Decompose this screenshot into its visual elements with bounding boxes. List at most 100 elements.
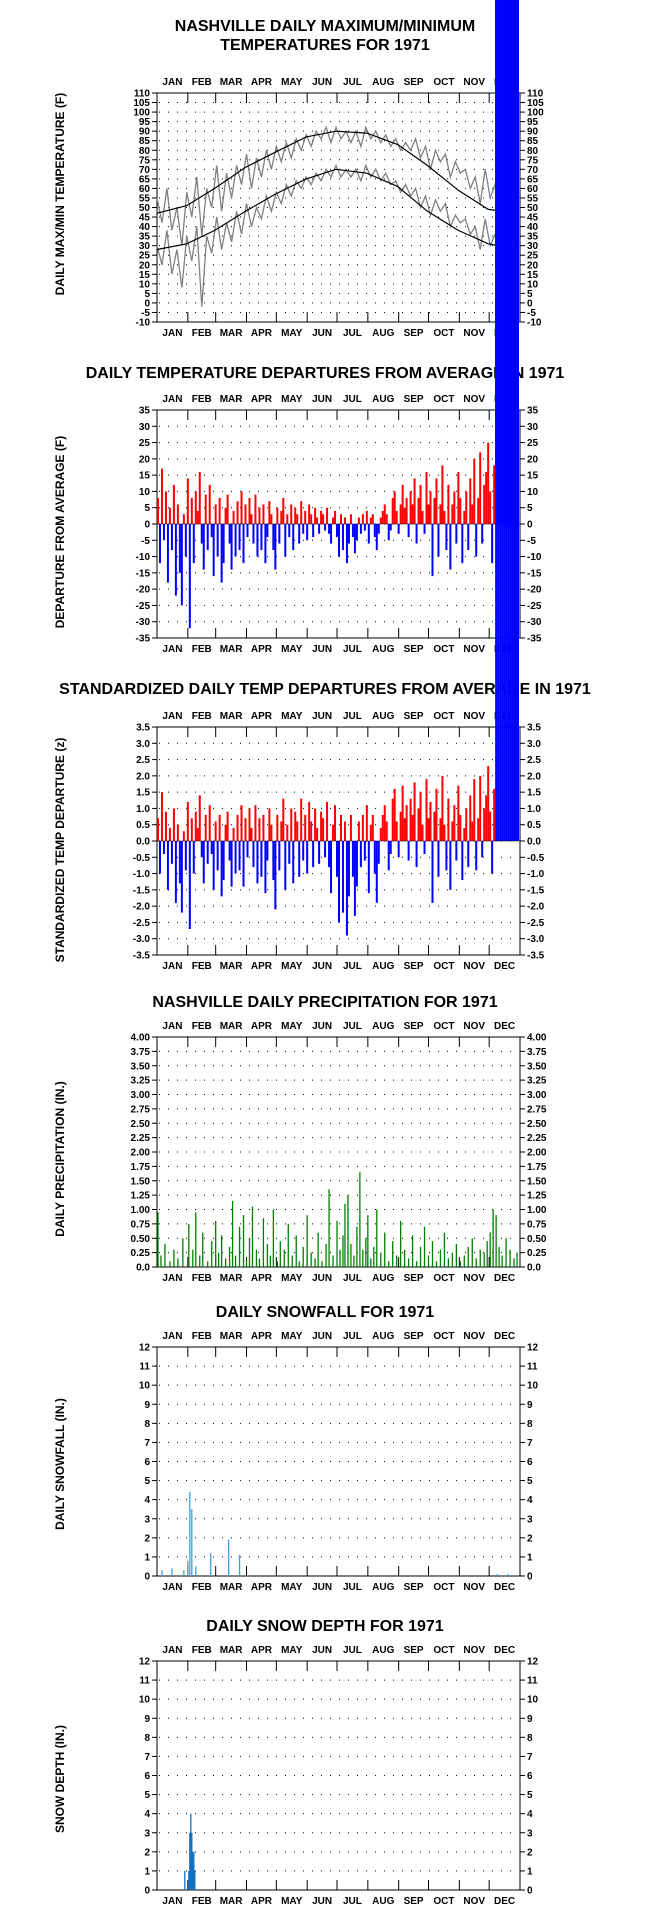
precip-y-tick-label-left: 0.0	[136, 1263, 150, 1274]
temps-y-tick-label-left: 75	[139, 155, 151, 166]
normal-min-line	[156, 168, 520, 251]
depth-month-label-bottom: OCT	[433, 1896, 454, 1907]
snowfall-y-tick-label-right: 10	[527, 1381, 539, 1392]
depth-month-label-bottom: JUL	[343, 1896, 362, 1907]
temps-y-tick-label-left: 20	[139, 260, 151, 271]
snowfall-month-label-top: NOV	[463, 1331, 485, 1342]
standardized-y-tick-label-left: -1.5	[133, 885, 151, 896]
snowfall-y-tick-label-left: 3	[144, 1514, 150, 1525]
depth-y-tick-label-right: 7	[527, 1752, 533, 1763]
temps-y-tick-label-left: 10	[139, 279, 151, 290]
precip-y-tick-label-left: 0.75	[131, 1219, 151, 1230]
temps-y-tick-label-right: 35	[527, 232, 539, 243]
departures-month-label-top: JAN	[162, 394, 182, 405]
temps-y-tick-label-right: 80	[527, 146, 539, 157]
snowfall-y-tick-label-right: 7	[527, 1438, 533, 1449]
temps-y-tick-label-right: 110	[527, 89, 544, 100]
depth-month-label-top: FEB	[192, 1645, 212, 1656]
temps-y-tick-label-left: 35	[139, 232, 151, 243]
precip-month-label-top: AUG	[372, 1021, 394, 1032]
snowfall-y-tick-label-left: 10	[139, 1381, 151, 1392]
precip-y-tick-label-right: 1.75	[527, 1162, 547, 1173]
depth-month-label-bottom: JUN	[312, 1896, 332, 1907]
temps-month-label-top: MAR	[220, 77, 244, 88]
snowfall-month-label-bottom: MAY	[281, 1582, 303, 1593]
temps-y-tick-label-left: -10	[136, 318, 151, 329]
temps-title-line1: NASHVILLE DAILY MAXIMUM/MINIMUM	[174, 18, 476, 35]
temps-month-label-top: JUL	[343, 77, 362, 88]
depth-y-tick-label-right: 1	[527, 1866, 533, 1877]
departures-month-label-bottom: JUL	[343, 644, 362, 655]
temps-y-tick-label-right: 95	[527, 117, 539, 128]
snowfall-month-label-bottom: MAR	[220, 1582, 244, 1593]
precip-month-label-bottom: JAN	[162, 1273, 182, 1284]
precip-y-tick-label-left: 2.50	[131, 1119, 151, 1130]
precip-month-label-bottom: MAR	[220, 1273, 244, 1284]
temps-title-line2: TEMPERATURES FOR 1971	[220, 37, 430, 54]
precip-y-tick-label-right: 0.75	[527, 1219, 547, 1230]
departures-y-tick-label-left: -5	[141, 536, 150, 547]
temps-y-tick-label-right: 60	[527, 184, 539, 195]
snowfall-month-label-top: MAR	[220, 1331, 244, 1342]
departures-y-tick-label-right: -5	[527, 536, 536, 547]
temps-month-label-bottom: NOV	[463, 328, 485, 339]
temps-month-label-bottom: MAY	[281, 328, 303, 339]
temps-month-label-top: SEP	[404, 77, 424, 88]
departures-month-label-bottom: OCT	[433, 644, 454, 655]
temps-y-tick-label-right: 10	[527, 279, 539, 290]
standardized-y-tick-label-right: 3.5	[527, 723, 541, 734]
precip-month-label-top: MAR	[220, 1021, 244, 1032]
departures-y-tick-label-left: 20	[139, 454, 151, 465]
standardized-y-tick-label-right: 2.0	[527, 771, 541, 782]
standardized-month-label-bottom: JUL	[343, 961, 362, 972]
depth-y-tick-label-left: 4	[144, 1809, 150, 1820]
temps-chart: JAN JAN FEB FEB MAR MAR APR APR MAY MAY JUN JUN JUL J…	[133, 77, 544, 339]
departures-y-tick-label-right: -10	[527, 552, 542, 563]
temps-y-tick-label-left: 55	[139, 193, 151, 204]
departures-month-label-top: APR	[251, 394, 273, 405]
standardized-y-tick-label-left: 0.5	[136, 820, 150, 831]
departures-y-tick-label-right: -35	[527, 634, 542, 645]
departures-month-label-bottom: SEP	[404, 644, 424, 655]
precip-month-label-top: MAY	[281, 1021, 303, 1032]
normal-max-line	[156, 130, 520, 214]
temps-y-tick-label-right: 5	[527, 289, 533, 300]
precip-month-label-top: NOV	[463, 1021, 485, 1032]
snowfall-month-label-bottom: AUG	[372, 1582, 394, 1593]
departures-y-tick-label-right: -25	[527, 601, 542, 612]
temps-month-label-top: MAY	[281, 77, 303, 88]
departures-month-label-top: FEB	[192, 394, 212, 405]
temps-y-tick-label-right: 75	[527, 155, 539, 166]
snowfall-y-tick-label-right: 5	[527, 1476, 533, 1487]
standardized-month-label-bottom: JUN	[312, 961, 332, 972]
precip-y-tick-label-right: 3.50	[527, 1061, 547, 1072]
snowfall-month-label-top: OCT	[433, 1331, 454, 1342]
depth-y-tick-label-left: 11	[139, 1676, 150, 1687]
depth-month-label-bottom: APR	[251, 1896, 273, 1907]
depth-y-tick-label-right: 5	[527, 1790, 533, 1801]
snowfall-month-label-top: MAY	[281, 1331, 303, 1342]
temps-month-label-top: APR	[251, 77, 273, 88]
departures-y-tick-label-left: 0	[144, 520, 150, 531]
temps-y-tick-label-left: 95	[139, 117, 151, 128]
temps-y-tick-label-right: 30	[527, 241, 539, 252]
precip-y-tick-label-left: 1.00	[131, 1205, 151, 1216]
snowfall-month-label-top: FEB	[192, 1331, 212, 1342]
precip-month-label-bottom: APR	[251, 1273, 273, 1284]
temps-y-tick-label-left: 15	[139, 270, 151, 281]
precip-y-tick-label-right: 3.75	[527, 1047, 547, 1058]
standardized-y-tick-label-left: 1.5	[136, 788, 150, 799]
standardized-month-label-top: FEB	[192, 711, 212, 722]
precip-y-tick-label-left: 0.50	[131, 1234, 151, 1245]
standardized-y-tick-label-left: 3.0	[136, 739, 150, 750]
departures-y-tick-label-right: 30	[527, 422, 539, 433]
temps-y-tick-label-right: 40	[527, 222, 539, 233]
precip-month-label-top: APR	[251, 1021, 273, 1032]
standardized-month-label-bottom: DEC	[494, 961, 515, 972]
temps-plot: JAN JAN FEB FEB MAR MAR APR APR MAY MAY JUN JUN JUL J…	[133, 77, 544, 339]
temps-month-label-bottom: JUN	[312, 328, 332, 339]
standardized-y-tick-label-right: -1.5	[527, 885, 545, 896]
temps-y-tick-label-left: 5	[144, 289, 150, 300]
